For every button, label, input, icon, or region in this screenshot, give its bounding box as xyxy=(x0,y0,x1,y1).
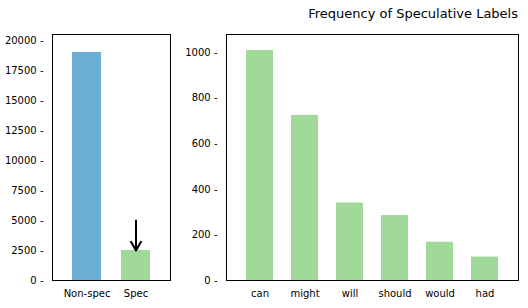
svg-text:20000 -: 20000 - xyxy=(5,35,44,46)
svg-text:can: can xyxy=(251,288,269,299)
html-text:Frequency of Speculative Label: Frequency of Speculative Labels xyxy=(308,6,518,21)
svg-text:17500 -: 17500 - xyxy=(5,65,44,76)
svg-text:might: might xyxy=(290,288,319,299)
svg-text:12500 -: 12500 - xyxy=(5,125,44,136)
svg-text:7500 -: 7500 - xyxy=(11,185,44,196)
svg-text:600 -: 600 - xyxy=(192,138,218,149)
svg-text:will: will xyxy=(342,288,359,299)
svg-text:Non-spec: Non-spec xyxy=(64,288,111,299)
svg-text:0 -: 0 - xyxy=(204,275,218,286)
svg-text:1000 -: 1000 - xyxy=(185,47,218,58)
svg-text:had: had xyxy=(476,288,495,299)
svg-text:2500 -: 2500 - xyxy=(11,245,44,256)
svg-text:400 -: 400 - xyxy=(192,184,218,195)
svg-text:10000 -: 10000 - xyxy=(5,155,44,166)
svg-text:would: would xyxy=(425,288,455,299)
svg-text:5000 -: 5000 - xyxy=(11,215,44,226)
svg-text:800 -: 800 - xyxy=(192,92,218,103)
svg-text:should: should xyxy=(378,288,411,299)
svg-text:15000 -: 15000 - xyxy=(5,95,44,106)
svg-text:200 -: 200 - xyxy=(192,229,218,240)
svg-text:Spec: Spec xyxy=(124,288,148,299)
svg-text:0 -: 0 - xyxy=(30,275,44,286)
